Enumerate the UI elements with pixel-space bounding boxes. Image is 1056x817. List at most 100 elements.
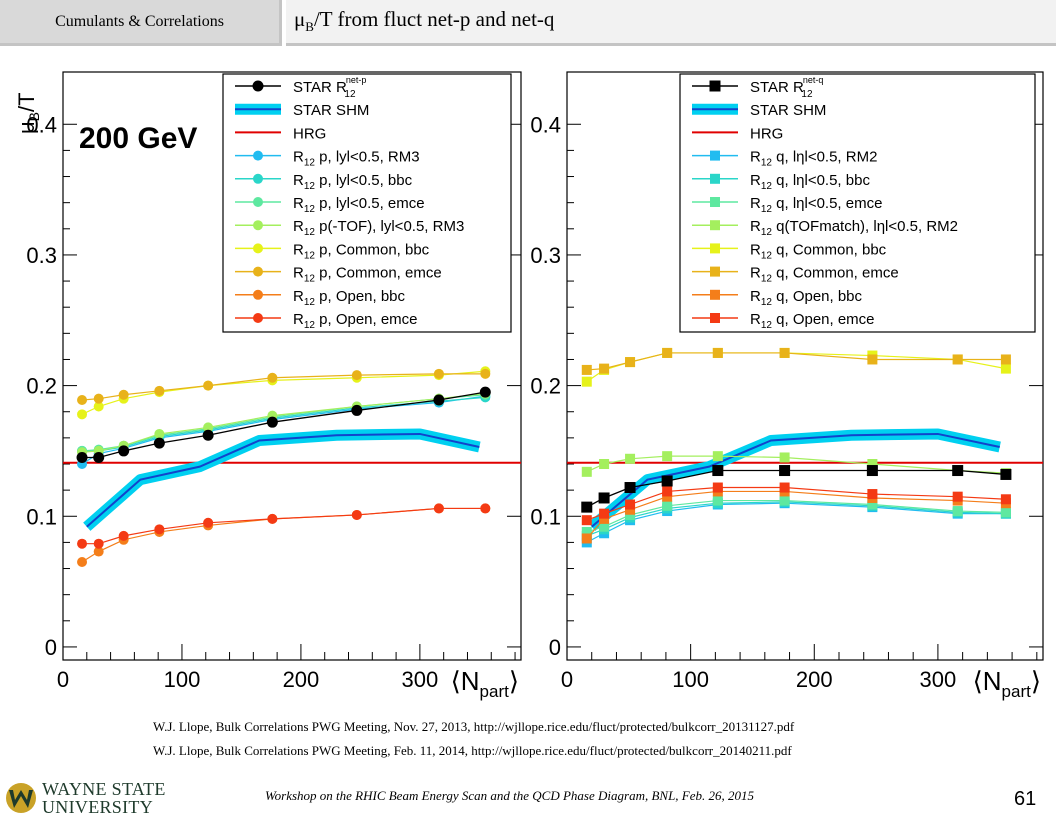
data-point [77, 538, 88, 549]
star-data-point [624, 482, 636, 494]
plot-frame [62, 71, 522, 661]
data-point [433, 368, 444, 379]
y-tick-label: 0.2 [26, 374, 57, 399]
shm-center-line [86, 432, 480, 528]
y-tick-label: 0.4 [26, 112, 57, 137]
data-point [779, 482, 790, 493]
legend-label: R12 q, Common, emce [750, 265, 899, 285]
x-tick-label: 100 [672, 667, 709, 692]
legend-label: R12 p, lyl<0.5, bbc [293, 172, 413, 192]
x-tick-label: 200 [283, 667, 320, 692]
data-point [625, 499, 636, 510]
section-title: Cumulants & Correlations [55, 12, 224, 30]
star-data-point [598, 492, 610, 504]
legend-label: R12 q, Open, emce [750, 311, 875, 331]
shm-center-line [591, 432, 1000, 528]
data-point [867, 459, 878, 469]
data-point [599, 513, 610, 524]
shm-band [588, 428, 1001, 531]
y-tick-label: 0.4 [530, 112, 561, 137]
legend-label: HRG [750, 125, 783, 142]
data-point [662, 491, 673, 502]
workshop-footer: Workshop on the RHIC Beam Energy Scan an… [265, 788, 755, 803]
data-point [267, 372, 278, 383]
star-data-point [712, 465, 724, 477]
legend-marker [709, 80, 721, 92]
data-point [599, 459, 610, 469]
data-point [93, 546, 104, 557]
logo-line-1: WAYNE STATE [42, 779, 166, 799]
wayne-state-w-icon [6, 783, 36, 813]
data-point [77, 557, 88, 567]
data-point [118, 530, 129, 541]
series-line [586, 501, 1006, 537]
legend-label: HRG [293, 125, 326, 142]
star-data-point [661, 475, 673, 487]
legend-marker [710, 150, 720, 161]
data-point [203, 422, 214, 433]
legend-label: R12 q(TOFmatch), lηl<0.5, RM2 [750, 218, 958, 238]
legend-label: STAR SHM [750, 102, 826, 119]
data-point [625, 509, 636, 520]
legend-marker [253, 313, 263, 323]
legend-label: R12 q, Common, bbc [750, 241, 887, 261]
data-point [77, 394, 88, 405]
data-point [625, 453, 636, 464]
legend-box [679, 73, 1036, 333]
data-point [351, 370, 362, 381]
university-logo: WAYNE STATE UNIVERSITY [4, 780, 166, 816]
data-point [599, 363, 610, 374]
star-data-point [1000, 468, 1012, 480]
y-tick-label: 0.2 [530, 374, 561, 399]
series-line [81, 507, 486, 563]
legend-marker [710, 220, 720, 231]
data-point [351, 509, 362, 520]
data-point [154, 385, 165, 396]
star-data-point [866, 465, 878, 477]
series-line [586, 502, 1006, 543]
energy-label: 200 GeV [79, 122, 197, 155]
x-axis-label: ⟨Npart⟩ [451, 666, 519, 701]
legend-label: R12 p, lyl<0.5, RM3 [293, 149, 420, 169]
series-line [586, 499, 1006, 533]
legend-label: R12 p, Open, bbc [293, 288, 406, 308]
legend-box [222, 73, 512, 333]
data-point [1000, 507, 1011, 518]
net-q-chart: 0 0.1 0.2 0.3 0.4 0 100 200 300 ⟨Npart⟩ STAR Rnet-… [530, 71, 1044, 701]
data-point [93, 401, 104, 412]
net-p-chart: 0 0.1 0.2 0.3 0.4 0 100 200 300 ⟨Npart⟩ μB/T 200 Ge… [14, 71, 522, 701]
star-data-point [202, 429, 214, 441]
data-point [93, 393, 104, 404]
data-point [662, 451, 673, 462]
legend-label: R12 p, Common, emce [293, 265, 442, 285]
data-point [154, 428, 165, 439]
data-point [93, 538, 104, 549]
data-point [712, 495, 723, 506]
star-data-point [153, 437, 165, 449]
y-tick-label: 0.3 [26, 243, 57, 268]
x-axis-label: ⟨Npart⟩ [973, 666, 1041, 701]
legend-label: R12 p, Open, emce [293, 311, 418, 331]
x-tick-label: 300 [402, 667, 439, 692]
data-point [599, 521, 610, 532]
data-point [712, 451, 723, 462]
legend-label: STAR Rnet-p 12 [293, 75, 366, 100]
star-data-point [118, 445, 130, 457]
data-point [867, 489, 878, 500]
series-line [82, 507, 486, 545]
legend-label: STAR Rnet-q 12 [750, 75, 823, 100]
legend-marker [253, 266, 263, 277]
data-point [867, 499, 878, 510]
x-tick-label: 300 [920, 667, 957, 692]
star-data-point [433, 394, 445, 406]
legend-marker [252, 80, 264, 92]
data-point [625, 504, 636, 515]
legend-marker [710, 266, 720, 277]
data-point [712, 347, 723, 358]
data-point [581, 526, 592, 537]
legend-label: R12 q, lηl<0.5, bbc [750, 172, 870, 192]
x-tick-label: 100 [164, 667, 201, 692]
data-point [267, 513, 278, 524]
data-point [1000, 354, 1011, 365]
data-point [952, 506, 963, 517]
